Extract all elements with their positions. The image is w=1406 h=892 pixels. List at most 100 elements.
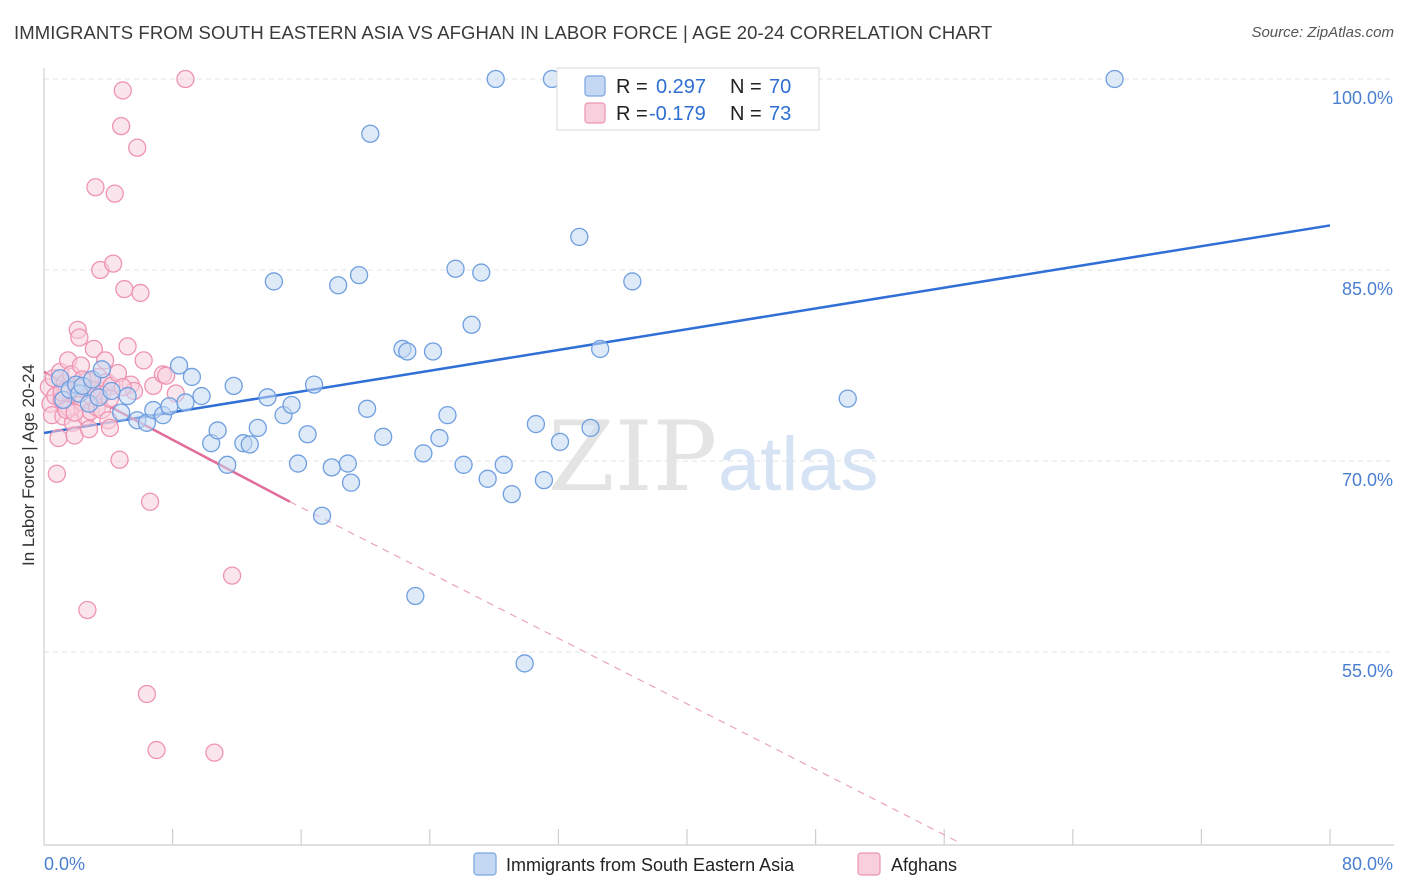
x-tick-label-1: 80.0% (1342, 854, 1393, 874)
afghans-point-58 (157, 366, 176, 385)
bottom-legend-swatch-afghans (857, 852, 881, 876)
correlation-legend: R = 0.297 N = 70 R = -0.179 N = 73 (556, 67, 820, 131)
bottom-legend-swatch-sea (473, 852, 497, 876)
tick-labels: 55.0% 70.0% 85.0% 100.0% 0.0% 80.0% (44, 88, 1393, 874)
sea-point-51 (438, 406, 457, 425)
sea-point-56 (478, 469, 497, 488)
sea-point-54 (462, 315, 481, 334)
sea-point-37 (322, 458, 341, 477)
series-legend: Immigrants from South Eastern Asia Afgha… (473, 852, 957, 876)
sea-point-62 (534, 470, 554, 490)
afghans-point-50 (128, 138, 147, 157)
afghans-point-43 (110, 450, 129, 469)
afghans-point-25 (79, 420, 99, 439)
sea-point-25 (224, 376, 243, 396)
sea-point-32 (282, 395, 301, 415)
legend-n-label-sea: N = (730, 76, 762, 98)
y-tick-label-2: 85.0% (1342, 279, 1393, 299)
sea-point-61 (526, 414, 546, 434)
legend-swatch-afghans (584, 102, 606, 124)
sea-point-64 (550, 432, 570, 452)
sea-point-28 (248, 418, 267, 438)
sea-point-23 (208, 421, 227, 440)
sea-points (50, 69, 1124, 673)
afghans-point-41 (105, 184, 124, 203)
sea-point-36 (312, 506, 332, 525)
trend-line-afghans-extrapolated (289, 501, 961, 844)
sea-point-50 (430, 428, 449, 448)
afghans-point-5 (47, 464, 67, 483)
sea-point-42 (357, 399, 377, 418)
sea-point-18 (169, 356, 189, 375)
legend-r-value-afghans: -0.179 (649, 103, 706, 125)
afghans-point-19 (70, 328, 89, 347)
watermark-zip: ZIP (548, 401, 717, 513)
sea-point-11 (112, 403, 131, 422)
sea-point-38 (329, 276, 348, 295)
sea-point-57 (486, 69, 505, 89)
legend-swatch-sea (584, 75, 606, 97)
trend-lines (43, 224, 1331, 844)
legend-n-value-afghans: 73 (769, 103, 791, 125)
afghans-point-60 (176, 69, 195, 89)
sea-point-20 (182, 367, 202, 387)
sea-point-49 (423, 342, 443, 361)
sea-point-60 (515, 654, 534, 673)
afghans-point-51 (131, 283, 150, 303)
y-axis-label: In Labor Force | Age 20-24 (19, 364, 38, 566)
legend-n-value-sea: 70 (769, 76, 791, 98)
sea-point-46 (398, 342, 417, 361)
afghans-point-38 (100, 418, 120, 438)
sea-point-59 (502, 484, 521, 504)
legend-n-label-afghans: N = (730, 103, 762, 125)
sea-point-40 (341, 473, 361, 492)
sea-point-68 (591, 339, 610, 359)
trend-line-sea (43, 224, 1331, 435)
afghans-point-45 (113, 81, 132, 100)
sea-point-69 (623, 272, 642, 291)
watermark: ZIP atlas (548, 401, 879, 513)
x-tick-label-0: 0.0% (44, 854, 85, 874)
afghans-point-62 (222, 566, 242, 585)
afghans-point-61 (205, 743, 224, 762)
sea-point-33 (288, 454, 308, 473)
sea-point-67 (581, 418, 600, 438)
sea-point-48 (414, 444, 433, 463)
sea-point-29 (258, 388, 277, 407)
sea-point-66 (570, 227, 589, 247)
bottom-legend-label-sea: Immigrants from South Eastern Asia (506, 855, 795, 875)
sea-point-19 (176, 393, 195, 412)
sea-point-58 (494, 455, 513, 474)
afghans-point-54 (140, 492, 160, 511)
afghans-point-44 (112, 116, 131, 136)
y-tick-label-0: 55.0% (1342, 661, 1393, 681)
afghans-point-47 (118, 337, 137, 356)
sea-point-52 (446, 259, 465, 278)
afghans-point-46 (115, 279, 134, 299)
sea-point-34 (298, 425, 317, 444)
afghans-point-28 (84, 339, 103, 359)
legend-r-label-afghans: R = (616, 103, 648, 125)
sea-point-44 (374, 427, 393, 446)
gridlines (44, 78, 1394, 653)
afghans-point-56 (147, 740, 166, 760)
watermark-atlas: atlas (718, 422, 879, 507)
sea-point-35 (304, 375, 324, 394)
chart-title: IMMIGRANTS FROM SOUTH EASTERN ASIA VS AF… (14, 22, 993, 43)
source-credit: Source: ZipAtlas.com (1251, 24, 1394, 41)
y-tick-label-3: 100.0% (1332, 88, 1393, 108)
sea-point-39 (338, 454, 357, 473)
afghans-point-29 (86, 178, 105, 197)
sea-point-47 (406, 586, 425, 606)
legend-r-label-sea: R = (616, 76, 648, 98)
sea-point-70 (838, 389, 857, 408)
sea-point-21 (192, 386, 211, 406)
sea-point-30 (264, 272, 284, 291)
sea-point-17 (160, 397, 179, 416)
afghans-point-64 (65, 403, 84, 422)
afghans-point-6 (49, 428, 68, 448)
bottom-legend-label-afghans: Afghans (891, 855, 957, 875)
afghans-point-53 (137, 684, 157, 704)
sea-point-41 (349, 265, 369, 285)
